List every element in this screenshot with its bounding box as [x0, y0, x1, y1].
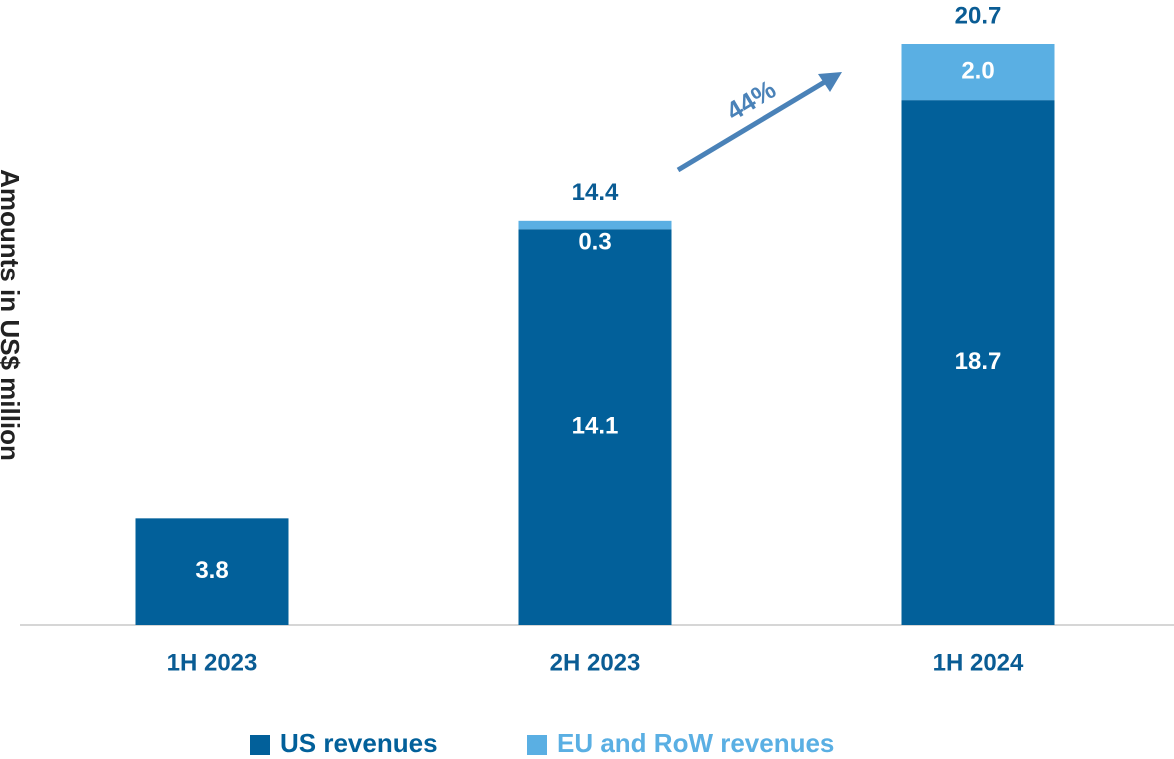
y-axis-label: Amounts in US$ million: [0, 169, 25, 461]
total-label: 14.4: [572, 179, 619, 206]
x-tick-label: 2H 2023: [550, 649, 641, 676]
bar-segment: [518, 229, 672, 625]
growth-arrowhead: [818, 72, 842, 92]
value-label: 14.1: [572, 412, 619, 439]
bar-segment: [135, 518, 289, 625]
legend-swatch: [527, 735, 547, 755]
bar-segment: [518, 220, 672, 230]
bar-segment: [901, 44, 1055, 101]
value-label: 2.0: [961, 57, 994, 84]
total-label: 20.7: [955, 2, 1002, 29]
growth-annotation: 44%: [721, 74, 781, 127]
value-label: 3.8: [195, 557, 228, 584]
legend-label: EU and RoW revenues: [557, 728, 834, 758]
growth-arrow: [676, 77, 830, 173]
legend-label: US revenues: [280, 728, 438, 758]
x-tick-label: 1H 2023: [167, 649, 258, 676]
x-tick-label: 1H 2024: [933, 649, 1024, 676]
value-label: 18.7: [955, 348, 1002, 375]
legend-swatch: [250, 735, 270, 755]
value-label: 0.3: [578, 229, 611, 256]
bar-segment: [901, 100, 1055, 626]
